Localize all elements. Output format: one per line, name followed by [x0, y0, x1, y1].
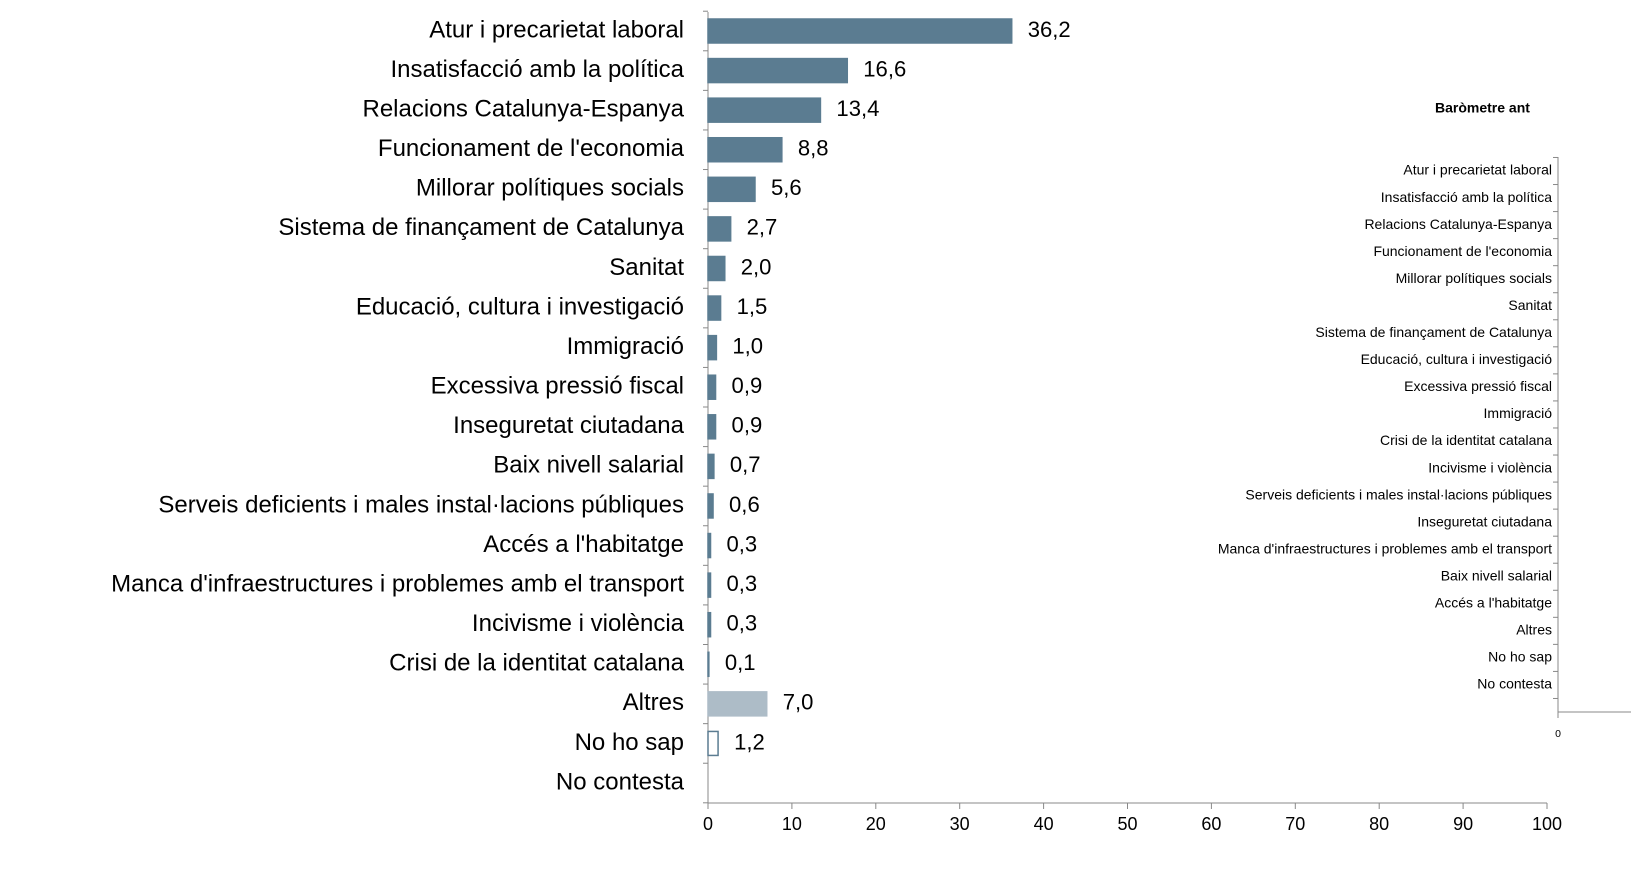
value-label: 0,3 — [727, 571, 758, 596]
x-tick-label: 0 — [703, 814, 713, 834]
value-label: 2,0 — [741, 254, 772, 279]
bar — [707, 57, 849, 84]
bar — [707, 295, 722, 321]
category-label: Incivisme i violència — [472, 610, 685, 637]
category-label: Serveis deficients i males instal·lacion… — [158, 491, 684, 518]
value-label: 0,1 — [725, 650, 756, 675]
category-label: No ho sap — [575, 729, 684, 756]
category-label: Sistema de finançament de Catalunya — [278, 214, 684, 241]
bar — [707, 176, 756, 203]
category-label: Immigració — [567, 333, 684, 360]
bar — [707, 334, 718, 361]
category-label: Inseguretat ciutadana — [1417, 513, 1552, 529]
category-label: Accés a l'habitatge — [483, 531, 684, 558]
bar — [707, 572, 712, 598]
category-label: Incivisme i violència — [1428, 459, 1552, 475]
bar — [707, 493, 714, 519]
bar — [707, 730, 719, 757]
value-label: 16,6 — [863, 56, 906, 81]
bar — [707, 532, 712, 559]
value-label: 1,2 — [734, 729, 765, 754]
category-label: Crisi de la identitat catalana — [389, 650, 684, 677]
x-tick-label: 10 — [782, 814, 802, 834]
value-label: 1,0 — [732, 333, 763, 358]
bar — [707, 136, 783, 163]
chart-title: Baròmetre ant — [1435, 100, 1530, 116]
x-tick-label: 100 — [1532, 814, 1562, 834]
bar — [707, 611, 712, 638]
bar — [707, 453, 715, 480]
category-label: Excessiva pressió fiscal — [431, 373, 684, 400]
category-label: Manca d'infraestructures i problemes amb… — [1218, 540, 1552, 556]
bar — [707, 97, 822, 123]
category-label: Atur i precarietat laboral — [1403, 162, 1552, 178]
x-tick-label: 20 — [866, 814, 886, 834]
category-label: Accés a l'habitatge — [1435, 595, 1552, 611]
category-label: Relacions Catalunya-Espanya — [1364, 216, 1552, 232]
category-label: Baix nivell salarial — [1441, 567, 1552, 583]
bar — [707, 414, 717, 440]
x-tick-label: 30 — [950, 814, 970, 834]
category-label: Educació, cultura i investigació — [356, 293, 684, 320]
category-label: Altres — [623, 689, 684, 716]
category-label: Funcionament de l'economia — [1373, 243, 1552, 259]
value-label: 5,6 — [771, 175, 802, 200]
value-label: 0,9 — [732, 373, 763, 398]
category-label: Relacions Catalunya-Espanya — [362, 96, 684, 123]
bar — [707, 651, 710, 678]
category-label: Sistema de finançament de Catalunya — [1315, 324, 1552, 340]
value-label: 36,2 — [1028, 17, 1071, 42]
category-label: Insatisfacció amb la política — [391, 56, 685, 83]
category-label: Millorar polítiques socials — [1396, 270, 1552, 286]
category-label: Funcionament de l'economia — [378, 135, 685, 162]
category-label: Inseguretat ciutadana — [453, 412, 684, 439]
x-tick-label: 40 — [1034, 814, 1054, 834]
bar — [707, 216, 732, 242]
x-tick-label: 80 — [1369, 814, 1389, 834]
category-label: Crisi de la identitat catalana — [1380, 432, 1552, 448]
value-label: 2,7 — [747, 215, 778, 240]
x-tick-label: 0 — [1555, 728, 1561, 740]
category-label: Excessiva pressió fiscal — [1404, 378, 1552, 394]
category-label: Sanitat — [609, 254, 684, 281]
value-label: 0,9 — [732, 413, 763, 438]
value-label: 13,4 — [836, 96, 879, 121]
category-label: No contesta — [556, 768, 685, 795]
x-tick-label: 50 — [1117, 814, 1137, 834]
category-label: Atur i precarietat laboral — [429, 16, 684, 43]
value-label: 0,6 — [729, 492, 760, 517]
category-label: Sanitat — [1508, 297, 1552, 313]
bar — [707, 691, 768, 717]
value-label: 1,5 — [737, 294, 768, 319]
category-label: Immigració — [1484, 405, 1553, 421]
value-label: 8,8 — [798, 136, 829, 161]
x-tick-label: 60 — [1201, 814, 1221, 834]
x-tick-label: 90 — [1453, 814, 1473, 834]
value-label: 0,3 — [727, 611, 758, 636]
value-label: 7,0 — [783, 690, 814, 715]
category-label: No contesta — [1477, 676, 1552, 692]
category-label: Serveis deficients i males instal·lacion… — [1245, 486, 1552, 502]
category-label: Educació, cultura i investigació — [1361, 351, 1553, 367]
x-tick-label: 70 — [1285, 814, 1305, 834]
category-label: Millorar polítiques socials — [416, 175, 684, 202]
value-label: 0,7 — [730, 452, 761, 477]
value-label: 0,3 — [727, 531, 758, 556]
category-label: Altres — [1516, 622, 1552, 638]
bar — [707, 18, 1013, 44]
bar — [707, 255, 726, 282]
category-label: No ho sap — [1488, 649, 1552, 665]
category-label: Insatisfacció amb la política — [1381, 189, 1552, 205]
category-label: Baix nivell salarial — [493, 452, 684, 479]
category-label: Manca d'infraestructures i problemes amb… — [111, 570, 684, 597]
bar — [707, 374, 717, 400]
